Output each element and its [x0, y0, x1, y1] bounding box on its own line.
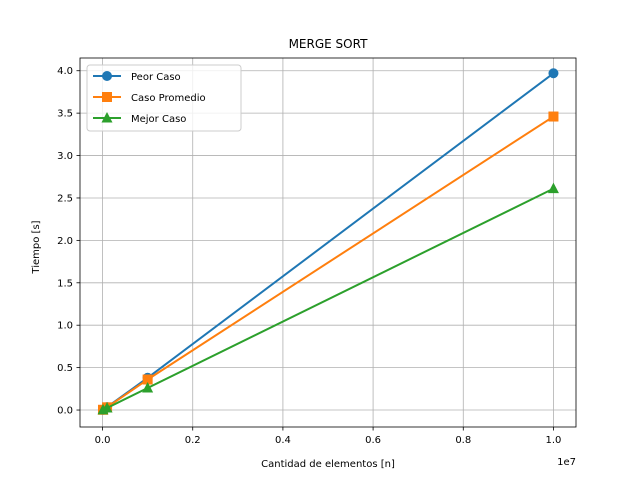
x-tick-label: 0.2 — [185, 435, 201, 446]
y-tick-label: 2.5 — [57, 193, 73, 204]
legend-box — [86, 64, 242, 132]
legend-label-mejor-caso: Mejor Caso — [131, 114, 186, 125]
axis-ticks: 0.0 0.2 0.4 0.6 0.8 1.0 0.0 0.5 1.0 1.5 2.0 2.5 3.0 3… — [57, 66, 561, 446]
data-point-mejor-caso — [101, 401, 113, 413]
data-point-mejor-caso — [547, 182, 559, 194]
data-point-mejor-caso — [142, 381, 154, 393]
legend-marker-peor-caso — [102, 71, 112, 81]
x-tick-label: 0.6 — [365, 435, 381, 446]
data-point-peor-caso — [548, 68, 559, 79]
x-tick-label: 0.0 — [95, 435, 111, 446]
y-tick-label: 0.5 — [57, 363, 73, 374]
series-mejor-caso — [97, 182, 559, 415]
legend: Peor Caso Caso Promedio Mejor Caso — [86, 64, 242, 132]
y-tick-label: 1.5 — [57, 278, 73, 289]
y-tick-label: 3.5 — [57, 109, 73, 120]
y-tick-label: 3.0 — [57, 151, 73, 162]
y-tick-label: 0.0 — [57, 406, 73, 417]
legend-label-peor-caso: Peor Caso — [131, 72, 181, 83]
x-tick-label: 0.8 — [455, 435, 471, 446]
plot-series — [97, 68, 559, 415]
x-axis-offset-label: 1e7 — [557, 457, 576, 468]
x-axis-label: Cantidad de elementos [n] — [261, 459, 395, 470]
plot-frame — [79, 57, 577, 428]
y-tick-label: 2.0 — [57, 236, 73, 247]
legend-marker-mejor-caso — [101, 112, 113, 123]
legend-marker-caso-promedio — [102, 92, 112, 102]
y-axis-label: Tiempo [s] — [31, 220, 42, 274]
x-tick-label: 1.0 — [546, 435, 562, 446]
y-tick-label: 4.0 — [57, 66, 73, 77]
chart-title: MERGE SORT — [289, 37, 368, 51]
x-tick-label: 0.4 — [275, 435, 291, 446]
y-tick-label: 1.0 — [57, 321, 73, 332]
legend-label-caso-promedio: Caso Promedio — [131, 93, 206, 104]
data-point-caso-promedio — [142, 374, 153, 385]
data-point-caso-promedio — [548, 111, 559, 122]
